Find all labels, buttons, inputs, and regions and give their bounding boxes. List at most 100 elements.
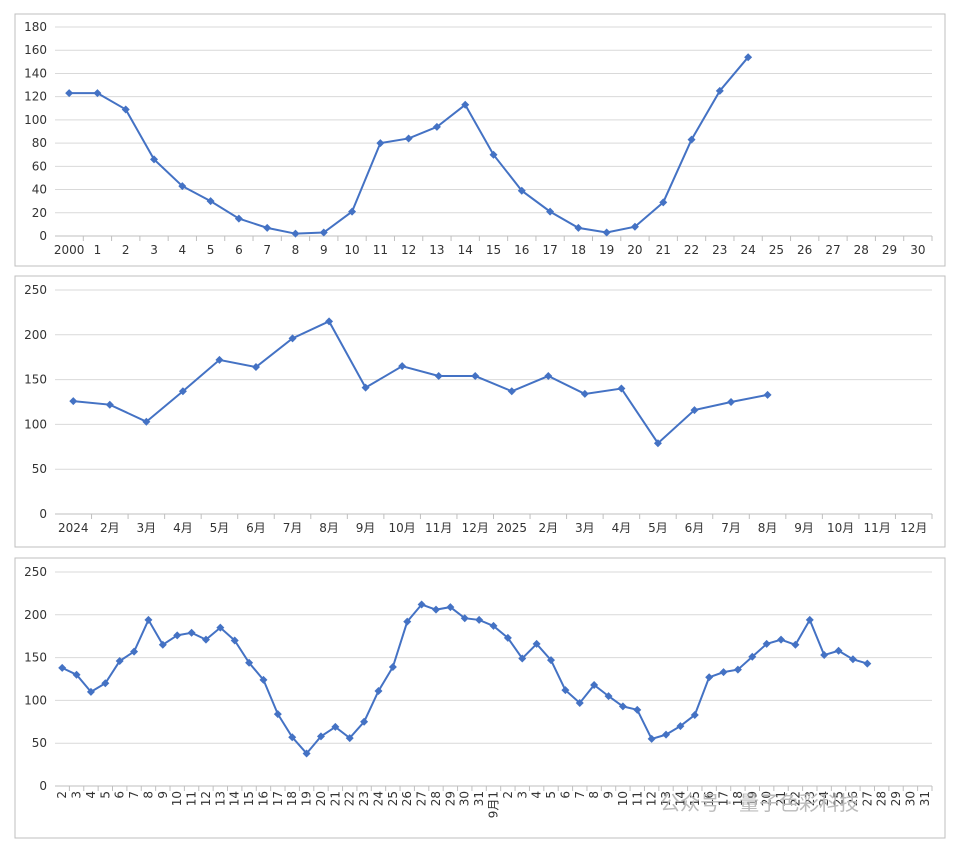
data-point (72, 670, 81, 679)
data-point (431, 605, 440, 614)
data-point (561, 686, 570, 695)
x-tick-label: 2 (55, 791, 69, 799)
data-point (475, 615, 484, 624)
data-point (744, 53, 753, 62)
x-tick-label: 6月 (246, 521, 266, 535)
y-tick-label: 180 (24, 20, 47, 34)
y-tick-label: 150 (24, 373, 47, 387)
x-tick-label: 9 (156, 791, 170, 799)
data-point (216, 623, 225, 632)
data-point (544, 372, 553, 381)
x-tick-label: 14 (673, 791, 687, 806)
data-point (434, 372, 443, 381)
data-point (251, 363, 260, 372)
data-point (575, 698, 584, 707)
x-tick-label: 17 (542, 243, 557, 257)
x-tick-label: 13 (213, 791, 227, 806)
data-point (178, 387, 187, 396)
x-tick-label: 26 (400, 791, 414, 806)
data-point (404, 134, 413, 143)
data-point (791, 640, 800, 649)
data-point (130, 647, 139, 656)
x-tick-label: 19 (745, 791, 759, 806)
x-tick-label: 12 (199, 791, 213, 806)
data-point (602, 228, 611, 237)
data-point (263, 223, 272, 232)
data-point (187, 628, 196, 637)
x-tick-label: 9 (602, 791, 616, 799)
x-tick-label: 11 (630, 791, 644, 806)
x-tick-label: 17 (717, 791, 731, 806)
data-point (633, 705, 642, 714)
x-tick-label: 23 (803, 791, 817, 806)
x-tick-label: 7月 (721, 521, 741, 535)
y-tick-label: 100 (24, 417, 47, 431)
x-tick-label: 4 (84, 791, 98, 799)
data-point (101, 679, 110, 688)
data-point (618, 702, 627, 711)
x-tick-label: 12 (645, 791, 659, 806)
x-tick-label: 23 (357, 791, 371, 806)
data-point (331, 722, 340, 731)
data-point (259, 675, 268, 684)
data-point (201, 635, 210, 644)
data-point (93, 89, 102, 98)
data-point (630, 222, 639, 231)
x-tick-label: 23 (712, 243, 727, 257)
x-tick-label: 5 (207, 243, 215, 257)
x-tick-label: 7 (263, 243, 271, 257)
x-tick-label: 12月 (900, 521, 927, 535)
x-tick-label: 8月 (758, 521, 778, 535)
data-point (763, 390, 772, 399)
x-tick-label: 8月 (319, 521, 339, 535)
y-tick-label: 250 (24, 283, 47, 297)
data-point (687, 135, 696, 144)
x-tick-label: 4月 (612, 521, 632, 535)
x-tick-label: 20 (314, 791, 328, 806)
y-tick-label: 60 (32, 159, 47, 173)
x-tick-label: 11 (185, 791, 199, 806)
x-tick-label: 5月 (648, 521, 668, 535)
data-point (762, 639, 771, 648)
data-point (432, 122, 441, 131)
x-tick-label: 12 (401, 243, 416, 257)
data-point (65, 89, 74, 98)
x-tick-label: 17 (271, 791, 285, 806)
data-point (291, 229, 300, 238)
data-point (446, 603, 455, 612)
data-point (316, 732, 325, 741)
x-tick-label: 5 (544, 791, 558, 799)
data-point (617, 384, 626, 393)
x-tick-label: 22 (684, 243, 699, 257)
data-point (460, 614, 469, 623)
data-point (547, 656, 556, 665)
data-point (376, 139, 385, 148)
x-tick-label: 11月 (425, 521, 452, 535)
data-point (805, 615, 814, 624)
data-point (659, 198, 668, 207)
y-tick-label: 140 (24, 66, 47, 80)
x-tick-label: 6 (558, 791, 572, 799)
x-tick-label: 3 (515, 791, 529, 799)
x-tick-label: 9 (320, 243, 328, 257)
x-tick-label: 27 (415, 791, 429, 806)
x-tick-label: 1 (94, 243, 102, 257)
x-tick-label: 10月 (827, 521, 854, 535)
data-point (398, 362, 407, 371)
data-point (461, 100, 470, 109)
x-tick-label: 2024 (58, 521, 89, 535)
data-point (690, 710, 699, 719)
data-point (173, 631, 182, 640)
x-tick-label: 6 (113, 791, 127, 799)
data-point (719, 668, 728, 677)
data-point (388, 663, 397, 672)
x-tick-label: 25 (386, 791, 400, 806)
y-tick-label: 40 (32, 183, 47, 197)
data-point (715, 86, 724, 95)
x-tick-label: 25 (769, 243, 784, 257)
data-point (319, 228, 328, 237)
y-tick-label: 20 (32, 206, 47, 220)
x-tick-label: 4 (530, 791, 544, 799)
y-tick-label: 250 (24, 565, 47, 579)
data-point (503, 633, 512, 642)
